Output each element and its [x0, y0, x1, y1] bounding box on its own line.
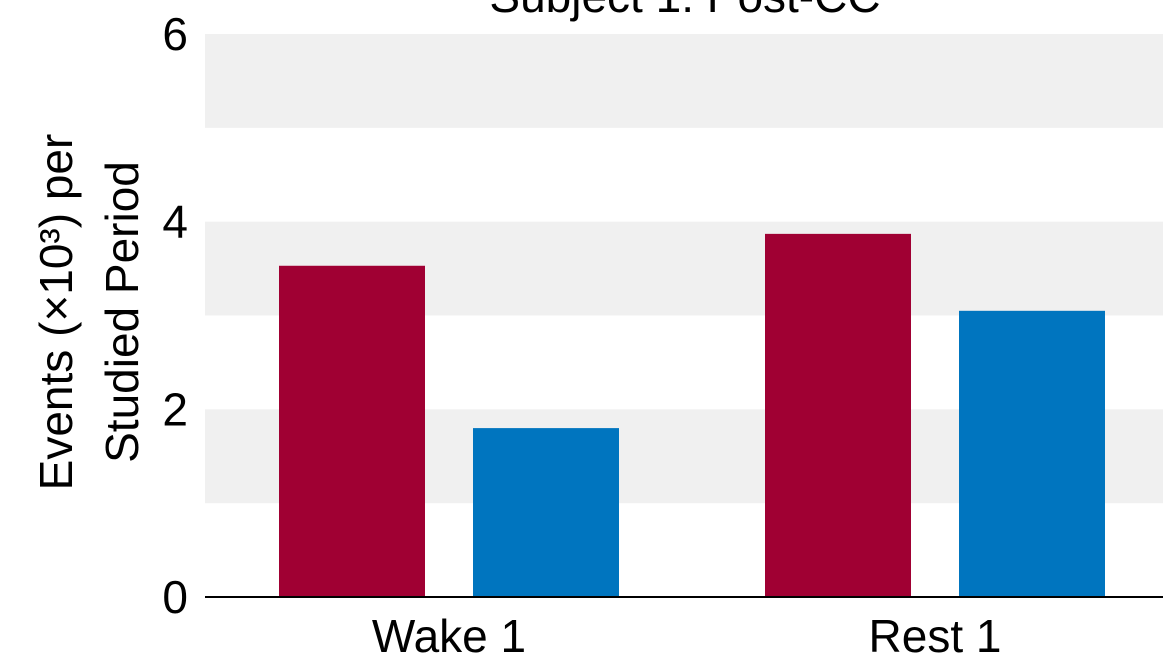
- bar-rest-1-series-2: [959, 310, 1105, 597]
- y-tick-label: 0: [162, 571, 188, 623]
- x-tick-labels: Wake 1 Rest 1: [372, 610, 1002, 662]
- x-tick-label: Wake 1: [372, 610, 526, 662]
- bars: [279, 233, 1105, 598]
- grid-band: [205, 34, 1163, 128]
- y-axis-title-line2: Studied Period: [96, 161, 148, 463]
- y-tick-labels: 0 2 4 6: [162, 8, 188, 623]
- x-tick-label: Rest 1: [869, 610, 1002, 662]
- y-axis-title-line1: Events (×10³) per: [30, 134, 82, 491]
- bar-rest-1-series-1: [765, 233, 911, 598]
- y-tick-label: 2: [162, 383, 188, 435]
- y-tick-label: 4: [162, 196, 188, 248]
- bar-wake-1-series-2: [473, 428, 619, 597]
- y-axis-title: Events (×10³) per Studied Period: [30, 134, 148, 491]
- bar-wake-1-series-1: [279, 265, 425, 597]
- chart-title: Subject 1: Post-CC: [489, 0, 880, 22]
- y-tick-label: 6: [162, 8, 188, 60]
